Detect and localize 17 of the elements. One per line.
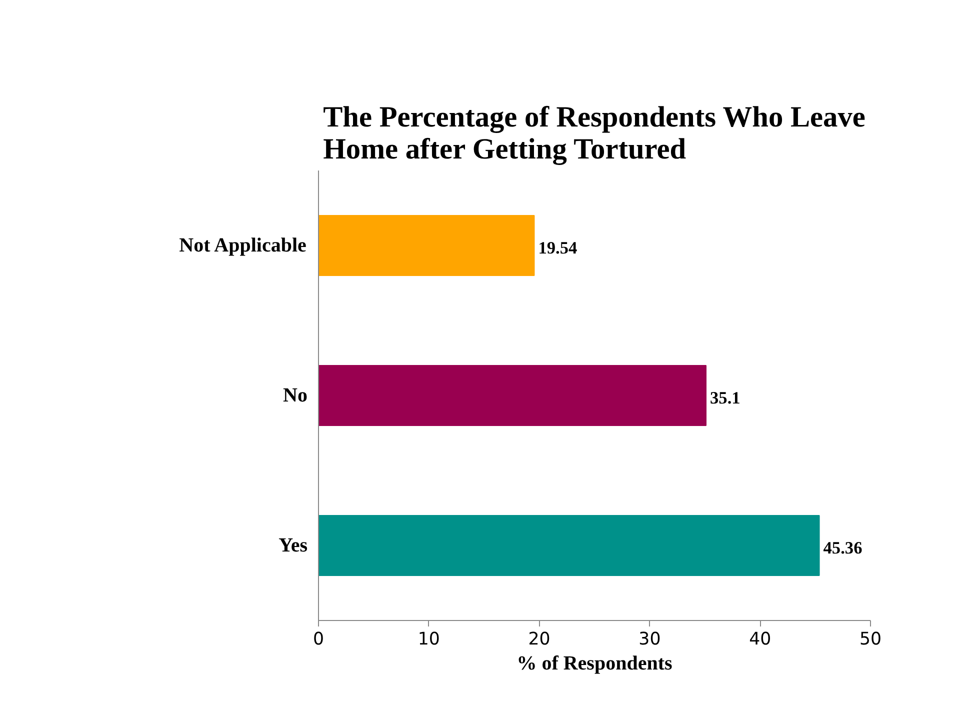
data-label: 45.36 bbox=[823, 538, 863, 558]
x-tick-label: 10 bbox=[418, 630, 440, 650]
x-tick-label: 50 bbox=[859, 630, 882, 650]
x-axis-title: % of Respondents bbox=[516, 652, 673, 674]
bar bbox=[318, 515, 820, 576]
x-tick-label: 30 bbox=[638, 630, 661, 650]
data-label: 19.54 bbox=[538, 238, 578, 258]
y-tick-label: Yes bbox=[278, 534, 308, 556]
chart-title: The Percentage of Respondents Who Leave Home after Getting Tortured bbox=[323, 102, 866, 166]
y-tick-label: Not Applicable bbox=[179, 234, 307, 256]
y-tick-label: No bbox=[283, 384, 308, 406]
x-tick-label: 0 bbox=[312, 630, 324, 650]
bar bbox=[318, 215, 535, 276]
x-tick-label: 40 bbox=[749, 630, 772, 650]
data-label: 35.1 bbox=[710, 388, 740, 408]
bar bbox=[318, 365, 707, 426]
x-tick-label: 20 bbox=[528, 630, 550, 650]
